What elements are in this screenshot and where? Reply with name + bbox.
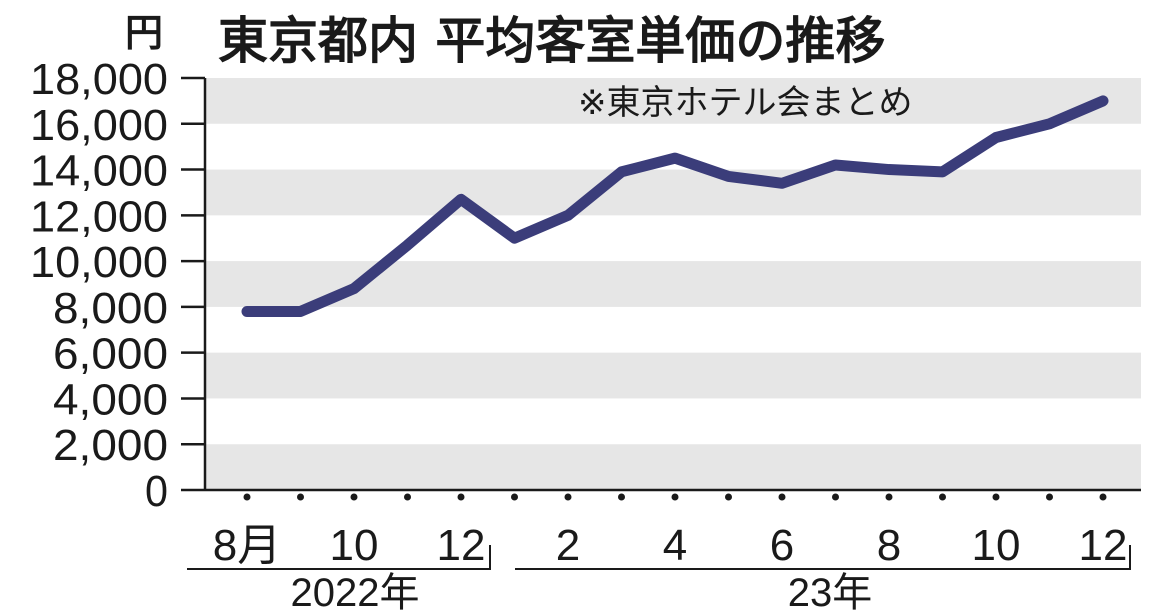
x-tick-label: 2 (556, 521, 580, 570)
year-bracket-2022 (187, 545, 491, 570)
month-dot (1046, 493, 1053, 501)
month-dot (404, 493, 411, 501)
y-tick-label: 18,000 (30, 55, 168, 104)
y-tick-label: 12,000 (30, 192, 168, 241)
y-tick-label: 0 (145, 467, 168, 516)
month-dot (778, 493, 786, 501)
year-label: 2022年 (291, 571, 420, 614)
x-tick-label: 10 (330, 521, 379, 570)
month-dot (671, 493, 679, 501)
series-line (241, 95, 1109, 317)
year-labels: 2022年 23年 (187, 545, 1131, 614)
month-dot (725, 493, 732, 501)
x-tick-label: 12 (437, 521, 486, 570)
month-dot (457, 493, 465, 501)
source-note: ※東京ホテル会まとめ (578, 83, 913, 123)
grid-band (205, 78, 1141, 124)
month-dot (618, 493, 625, 501)
month-dot (939, 493, 946, 501)
month-dot (885, 493, 893, 501)
x-tick-label: 8 (877, 521, 901, 570)
unit-label: 円 (125, 11, 163, 55)
y-tick-label: 4,000 (53, 375, 168, 424)
month-dot (350, 493, 358, 501)
x-tick-label: 12 (1079, 521, 1128, 570)
chart-title: 東京都内 平均客室単価の推移 (218, 12, 885, 70)
month-dot (511, 493, 518, 501)
x-tick-label: 8月 (213, 521, 281, 570)
grid-bands (205, 78, 1141, 490)
x-tick-label: 10 (972, 521, 1021, 570)
year-bracket-2023 (515, 545, 1131, 570)
grid-band (205, 352, 1141, 399)
grid-band (205, 261, 1141, 307)
month-dot (564, 493, 572, 501)
axes (203, 78, 1141, 492)
y-tick-label: 14,000 (30, 147, 168, 196)
y-tick-label: 10,000 (30, 238, 168, 287)
x-tick-dots (243, 493, 1107, 501)
month-dot (992, 493, 1000, 501)
y-tick-label: 6,000 (53, 330, 168, 379)
grid-band (205, 169, 1141, 216)
month-dot (243, 493, 251, 501)
month-dot (297, 493, 304, 501)
month-dot (832, 493, 839, 501)
x-tick-labels: 8月 10 12 2 4 6 8 10 12 (213, 521, 1128, 570)
x-tick-label: 6 (770, 521, 794, 570)
y-tick-label: 16,000 (30, 101, 168, 150)
month-dot (1099, 493, 1107, 501)
y-tick-label: 8,000 (53, 284, 168, 333)
y-tick-labels: 18,00016,00014,00012,00010,0008,0006,000… (30, 55, 205, 516)
x-tick-label: 4 (663, 521, 687, 570)
year-label: 23年 (788, 571, 873, 614)
grid-band (205, 444, 1141, 490)
y-tick-label: 2,000 (53, 421, 168, 470)
